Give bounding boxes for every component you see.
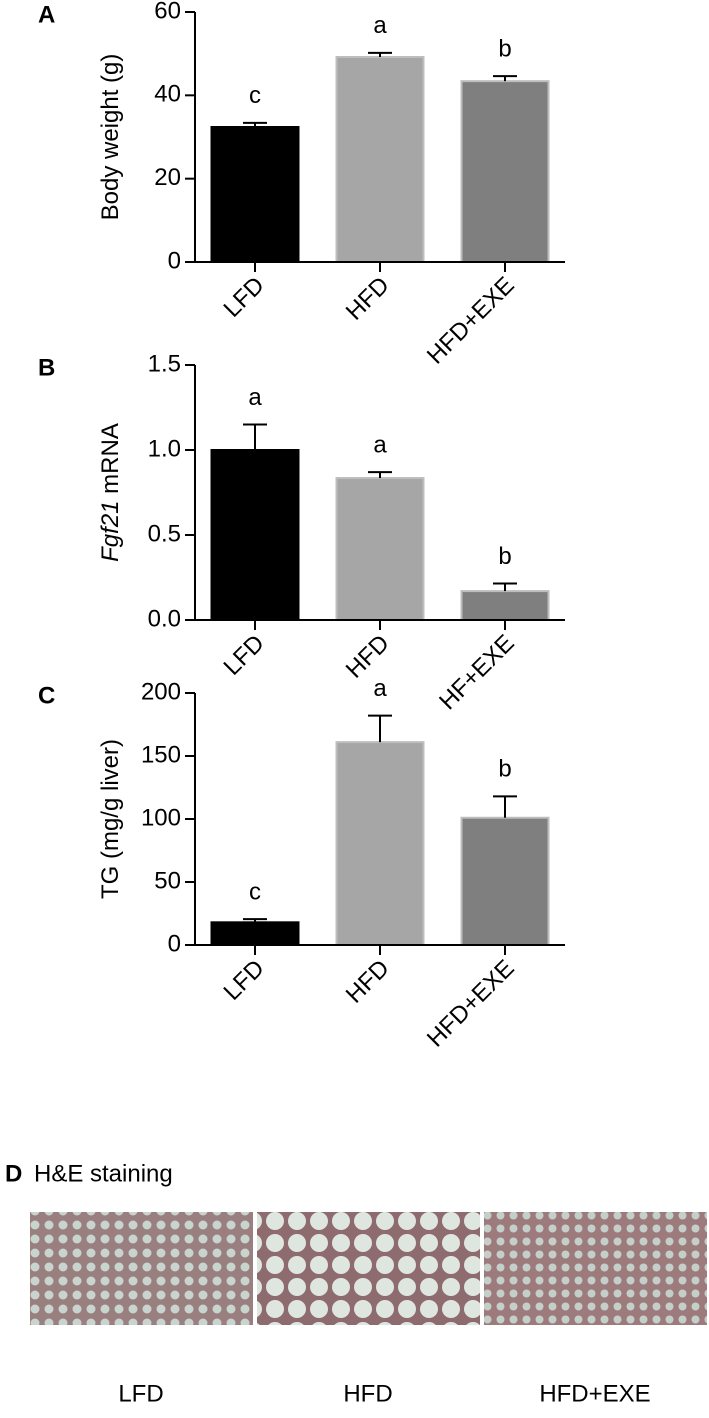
- y-tick-label: 20: [154, 164, 181, 191]
- histology-image: [484, 1212, 707, 1325]
- y-axis-label-part: Body weight (g): [97, 54, 124, 221]
- significance-label: a: [373, 431, 387, 458]
- y-tick-label: 1.0: [148, 435, 181, 462]
- y-tick-label: 1.5: [148, 350, 181, 377]
- significance-label: c: [249, 82, 261, 109]
- y-tick-label: 100: [141, 804, 181, 831]
- x-tick-label: LFD: [219, 630, 270, 681]
- bar: [460, 590, 550, 621]
- x-tick-label: HFD+EXE: [422, 272, 520, 370]
- x-tick-label: LFD: [219, 955, 270, 1006]
- panel-label: C: [38, 682, 55, 709]
- significance-label: a: [248, 384, 262, 411]
- y-tick-label: 40: [154, 81, 181, 108]
- bar: [210, 921, 300, 947]
- significance-label: a: [373, 12, 387, 39]
- panel-title: H&E staining: [34, 1160, 173, 1187]
- y-axis-label-part: TG (mg/g liver): [97, 739, 124, 899]
- significance-label: c: [249, 879, 261, 906]
- bar: [335, 741, 425, 947]
- x-tick-label: HFD+EXE: [422, 955, 520, 1053]
- y-axis-label-part: mRNA: [97, 423, 124, 500]
- bar: [210, 126, 300, 263]
- y-tick-label: 0: [168, 247, 181, 274]
- bar: [460, 80, 550, 263]
- y-tick-label: 0: [168, 930, 181, 957]
- histology-image: [257, 1212, 480, 1325]
- panel-label: D: [5, 1160, 22, 1187]
- panel-label: B: [38, 354, 55, 381]
- y-tick-label: 50: [154, 867, 181, 894]
- significance-label: b: [498, 543, 511, 570]
- bar: [335, 56, 425, 263]
- y-tick-label: 150: [141, 741, 181, 768]
- x-tick-label: LFD: [219, 272, 270, 323]
- histology-image: [30, 1212, 253, 1325]
- significance-label: a: [373, 675, 387, 702]
- y-tick-label: 200: [141, 678, 181, 705]
- bar: [335, 477, 425, 621]
- x-tick-label: HF+EXE: [434, 630, 520, 716]
- x-tick-label: HFD: [341, 272, 395, 326]
- significance-label: b: [498, 756, 511, 783]
- image-label: LFD: [118, 1380, 163, 1407]
- y-tick-label: 0.0: [148, 605, 181, 632]
- bar: [460, 816, 550, 946]
- bar: [210, 449, 300, 621]
- x-tick-label: HFD: [341, 955, 395, 1009]
- image-label: HFD+EXE: [539, 1380, 650, 1407]
- y-axis-label-part: Fgf21: [97, 500, 124, 561]
- y-axis-label: Body weight (g): [97, 54, 124, 221]
- y-tick-label: 60: [154, 0, 181, 24]
- image-label: HFD: [343, 1380, 392, 1407]
- panel-label: A: [38, 1, 55, 28]
- y-tick-label: 0.5: [148, 520, 181, 547]
- significance-label: b: [498, 36, 511, 63]
- y-axis-label: TG (mg/g liver): [97, 739, 124, 899]
- y-axis-label: Fgf21 mRNA: [97, 423, 124, 562]
